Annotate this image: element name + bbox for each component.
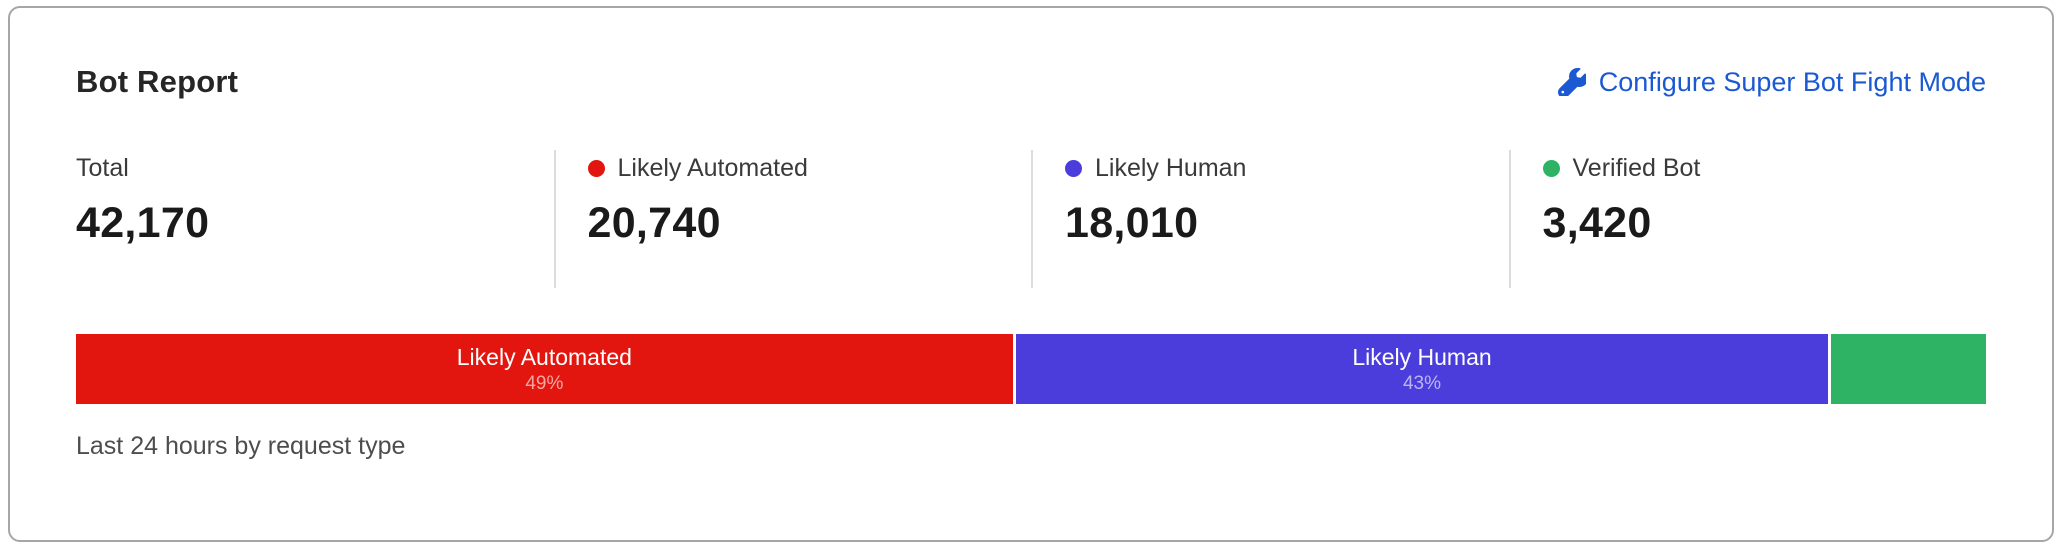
configure-super-bot-fight-mode-link[interactable]: Configure Super Bot Fight Mode xyxy=(1557,66,1986,98)
stat-likely-automated: Likely Automated 20,740 xyxy=(553,150,1032,288)
bar-segment-percent: 49% xyxy=(525,372,564,394)
stat-value: 20,740 xyxy=(587,199,721,247)
stat-label: Total xyxy=(76,154,129,182)
stat-value: 42,170 xyxy=(76,199,210,247)
stat-value: 3,420 xyxy=(1542,199,1652,247)
stacked-bar: Likely Automated 49% Likely Human 43% xyxy=(76,334,1986,404)
bar-segment-label: Likely Human xyxy=(1352,343,1492,370)
bar-segment-verified-bot xyxy=(1831,334,1986,404)
stat-likely-human: Likely Human 18,010 xyxy=(1031,150,1509,288)
likely-automated-dot-icon xyxy=(587,160,605,177)
bar-segment-label: Likely Automated xyxy=(456,343,632,370)
stat-label: Verified Bot xyxy=(1572,154,1701,182)
stat-verified-bot: Verified Bot 3,420 xyxy=(1508,150,1987,288)
stat-total: Total 42,170 xyxy=(76,150,554,288)
footnote: Last 24 hours by request type xyxy=(76,432,406,460)
bar-segment-likely-automated: Likely Automated 49% xyxy=(76,334,1016,404)
stat-label: Likely Human xyxy=(1095,154,1247,182)
verified-bot-dot-icon xyxy=(1542,160,1560,177)
likely-human-dot-icon xyxy=(1065,160,1082,177)
bar-segment-likely-human: Likely Human 43% xyxy=(1015,334,1832,404)
card-header: Bot Report Configure Super Bot Fight Mod… xyxy=(76,64,1986,100)
stats-row: Total 42,170 Likely Automated 20,740 Lik… xyxy=(76,150,1986,288)
wrench-icon xyxy=(1557,68,1586,96)
page-title: Bot Report xyxy=(76,64,239,99)
bot-report-card: Bot Report Configure Super Bot Fight Mod… xyxy=(8,6,2054,542)
bar-segment-percent: 43% xyxy=(1402,372,1442,394)
configure-link-label: Configure Super Bot Fight Mode xyxy=(1598,66,1986,97)
stat-label: Likely Automated xyxy=(617,154,808,182)
stat-value: 18,010 xyxy=(1065,199,1199,247)
